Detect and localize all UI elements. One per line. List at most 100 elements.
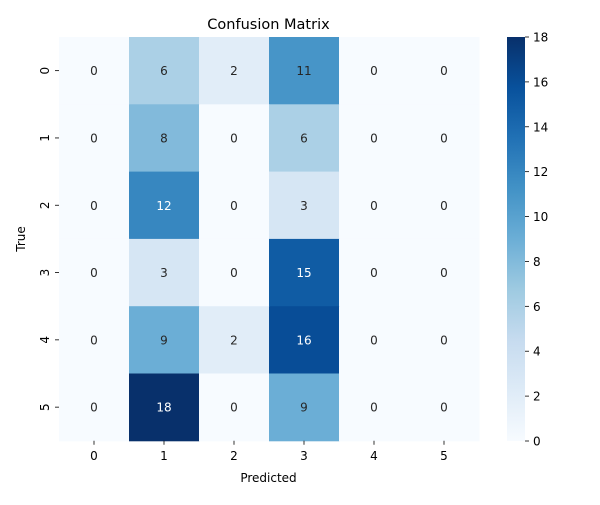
colorbar-tick-label: 18 <box>533 31 548 45</box>
colorbar-tick-label: 2 <box>533 390 541 404</box>
heatmap-cell <box>199 238 270 307</box>
chart-title: Confusion Matrix <box>207 17 330 33</box>
heatmap-cell <box>59 373 130 442</box>
cell-value-label: 0 <box>90 333 98 347</box>
cell-value-label: 0 <box>230 199 238 213</box>
heatmap-cell <box>339 373 410 442</box>
cell-value-label: 0 <box>90 266 98 280</box>
x-tick-label: 5 <box>440 449 448 463</box>
heatmap-cell <box>269 373 340 442</box>
heatmap-cell <box>129 104 200 173</box>
x-axis: 0 1 2 3 4 5 <box>90 440 448 463</box>
cell-value-label: 15 <box>296 266 311 280</box>
heatmap-cell <box>409 104 480 173</box>
heatmap-cell <box>199 171 270 240</box>
cell-value-label: 6 <box>300 131 308 145</box>
colorbar-gradient <box>507 37 525 441</box>
cell-value-label: 0 <box>370 401 378 415</box>
colorbar-tick-label: 6 <box>533 300 541 314</box>
colorbar-tick-label: 16 <box>533 75 548 89</box>
colorbar-tick-label: 10 <box>533 210 548 224</box>
y-axis-label: True <box>14 226 28 253</box>
cell-value-label: 9 <box>160 333 168 347</box>
heatmap-cells <box>59 37 480 442</box>
heatmap-cell <box>129 373 200 442</box>
heatmap-cell <box>129 171 200 240</box>
heatmap-cell <box>59 37 130 105</box>
x-tick-label: 2 <box>230 449 238 463</box>
cell-value-label: 16 <box>296 333 311 347</box>
heatmap-cell <box>409 171 480 240</box>
cell-value-label: 8 <box>160 131 168 145</box>
cell-value-label: 0 <box>370 333 378 347</box>
y-tick-label: 1 <box>38 134 52 142</box>
heatmap-cell <box>409 37 480 105</box>
cell-value-label: 0 <box>230 266 238 280</box>
heatmap-cell <box>199 37 270 105</box>
cell-value-labels: 0 6 2 11 0 00 8 0 6 0 00 12 0 3 0 00 3 0 15 0 00 9 2 16 0 00 18 0 9 0… <box>90 64 448 415</box>
heatmap-cell <box>59 238 130 307</box>
cell-value-label: 0 <box>230 131 238 145</box>
heatmap-cell <box>269 306 340 374</box>
heatmap-cell <box>409 373 480 442</box>
cell-value-label: 0 <box>370 266 378 280</box>
cell-value-label: 9 <box>300 401 308 415</box>
cell-value-label: 0 <box>90 64 98 78</box>
heatmap-cell <box>339 238 410 307</box>
cell-value-label: 0 <box>90 401 98 415</box>
heatmap-cell <box>339 37 410 105</box>
cell-value-label: 0 <box>440 401 448 415</box>
heatmap-cell <box>269 238 340 307</box>
heatmap-cell <box>129 306 200 374</box>
cell-value-label: 2 <box>230 64 238 78</box>
heatmap-cell <box>409 306 480 374</box>
heatmap-cell <box>59 104 130 173</box>
heatmap-cell <box>59 306 130 374</box>
heatmap-cell <box>129 238 200 307</box>
heatmap-cell <box>339 306 410 374</box>
y-tick-label: 2 <box>38 201 52 209</box>
x-tick-label: 3 <box>300 449 308 463</box>
cell-value-label: 0 <box>440 333 448 347</box>
heatmap-cell <box>269 171 340 240</box>
y-tick-label: 4 <box>38 336 52 344</box>
colorbar-tick-label: 12 <box>533 165 548 179</box>
y-tick-label: 0 <box>38 67 52 75</box>
heatmap-cell <box>199 104 270 173</box>
y-tick-label: 5 <box>38 403 52 411</box>
heatmap-cell <box>409 238 480 307</box>
cell-value-label: 12 <box>156 199 171 213</box>
x-tick-label: 1 <box>160 449 168 463</box>
cell-value-label: 6 <box>160 64 168 78</box>
cell-value-label: 0 <box>370 131 378 145</box>
cell-value-label: 0 <box>440 266 448 280</box>
cell-value-label: 0 <box>440 199 448 213</box>
y-axis: 0 1 2 3 4 5 <box>38 67 59 411</box>
x-tick-label: 0 <box>90 449 98 463</box>
heatmap-cell <box>199 306 270 374</box>
heatmap-cell <box>339 171 410 240</box>
heatmap-cell <box>339 104 410 173</box>
cell-value-label: 11 <box>296 64 311 78</box>
colorbar-tick-label: 0 <box>533 435 541 449</box>
heatmap-cell <box>129 37 200 105</box>
cell-value-label: 0 <box>230 401 238 415</box>
cell-value-label: 2 <box>230 333 238 347</box>
cell-value-label: 18 <box>156 401 171 415</box>
cell-value-label: 3 <box>160 266 168 280</box>
cell-value-label: 0 <box>440 131 448 145</box>
cell-value-label: 0 <box>440 64 448 78</box>
heatmap-cell <box>269 37 340 105</box>
colorbar-tick-label: 14 <box>533 120 548 134</box>
heatmap-cell <box>199 373 270 442</box>
heatmap-cell <box>269 104 340 173</box>
cell-value-label: 0 <box>90 199 98 213</box>
cell-value-label: 0 <box>90 131 98 145</box>
x-tick-label: 4 <box>370 449 378 463</box>
colorbar: 0 2 4 6 8 10 12 14 16 18 <box>507 31 548 449</box>
cell-value-label: 0 <box>370 199 378 213</box>
colorbar-tick-label: 4 <box>533 345 541 359</box>
x-axis-label: Predicted <box>240 471 296 485</box>
y-tick-label: 3 <box>38 269 52 277</box>
